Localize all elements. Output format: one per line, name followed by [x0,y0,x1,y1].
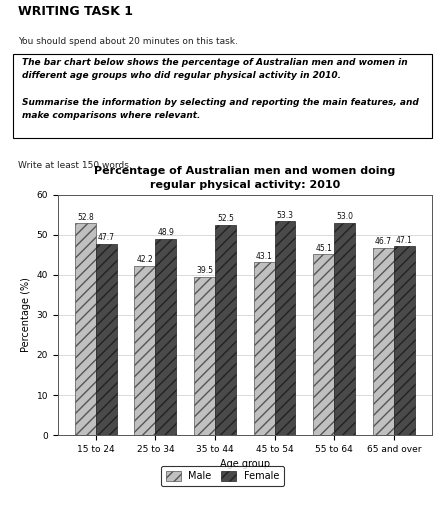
Text: 42.2: 42.2 [137,255,153,264]
Text: WRITING TASK 1: WRITING TASK 1 [18,5,133,17]
Bar [96,244,117,435]
Bar [373,248,394,435]
Text: 46.7: 46.7 [375,237,392,246]
Text: 53.3: 53.3 [276,211,294,220]
Y-axis label: Percentage (%): Percentage (%) [21,278,31,352]
Text: Write at least 150 words.: Write at least 150 words. [18,161,132,170]
Text: 43.1: 43.1 [256,252,273,261]
Text: 47.7: 47.7 [97,233,115,242]
Title: Percentage of Australian men and women doing
regular physical activity: 2010: Percentage of Australian men and women d… [94,166,395,189]
Text: 47.1: 47.1 [396,236,413,245]
Text: You should spend about 20 minutes on this task.: You should spend about 20 minutes on thi… [18,37,238,46]
Bar [194,277,215,435]
Bar [254,262,275,435]
X-axis label: Age group: Age group [220,459,270,470]
Bar [215,225,236,435]
Bar [75,223,96,435]
Bar [134,266,155,435]
Text: 52.8: 52.8 [77,213,93,222]
Legend: Male, Female: Male, Female [161,466,284,486]
Text: 53.0: 53.0 [336,212,353,221]
Text: 45.1: 45.1 [316,244,332,253]
Text: 39.5: 39.5 [196,266,213,275]
Bar [155,239,176,435]
Bar [313,254,334,435]
FancyBboxPatch shape [13,54,432,138]
Text: 48.9: 48.9 [158,228,174,238]
Text: Summarise the information by selecting and reporting the main features, and
make: Summarise the information by selecting a… [22,98,419,120]
Bar [275,221,295,435]
Text: 52.5: 52.5 [217,214,234,223]
Bar [334,223,355,435]
Text: The bar chart below shows the percentage of Australian men and women in
differen: The bar chart below shows the percentage… [22,58,408,80]
Bar [394,246,415,435]
